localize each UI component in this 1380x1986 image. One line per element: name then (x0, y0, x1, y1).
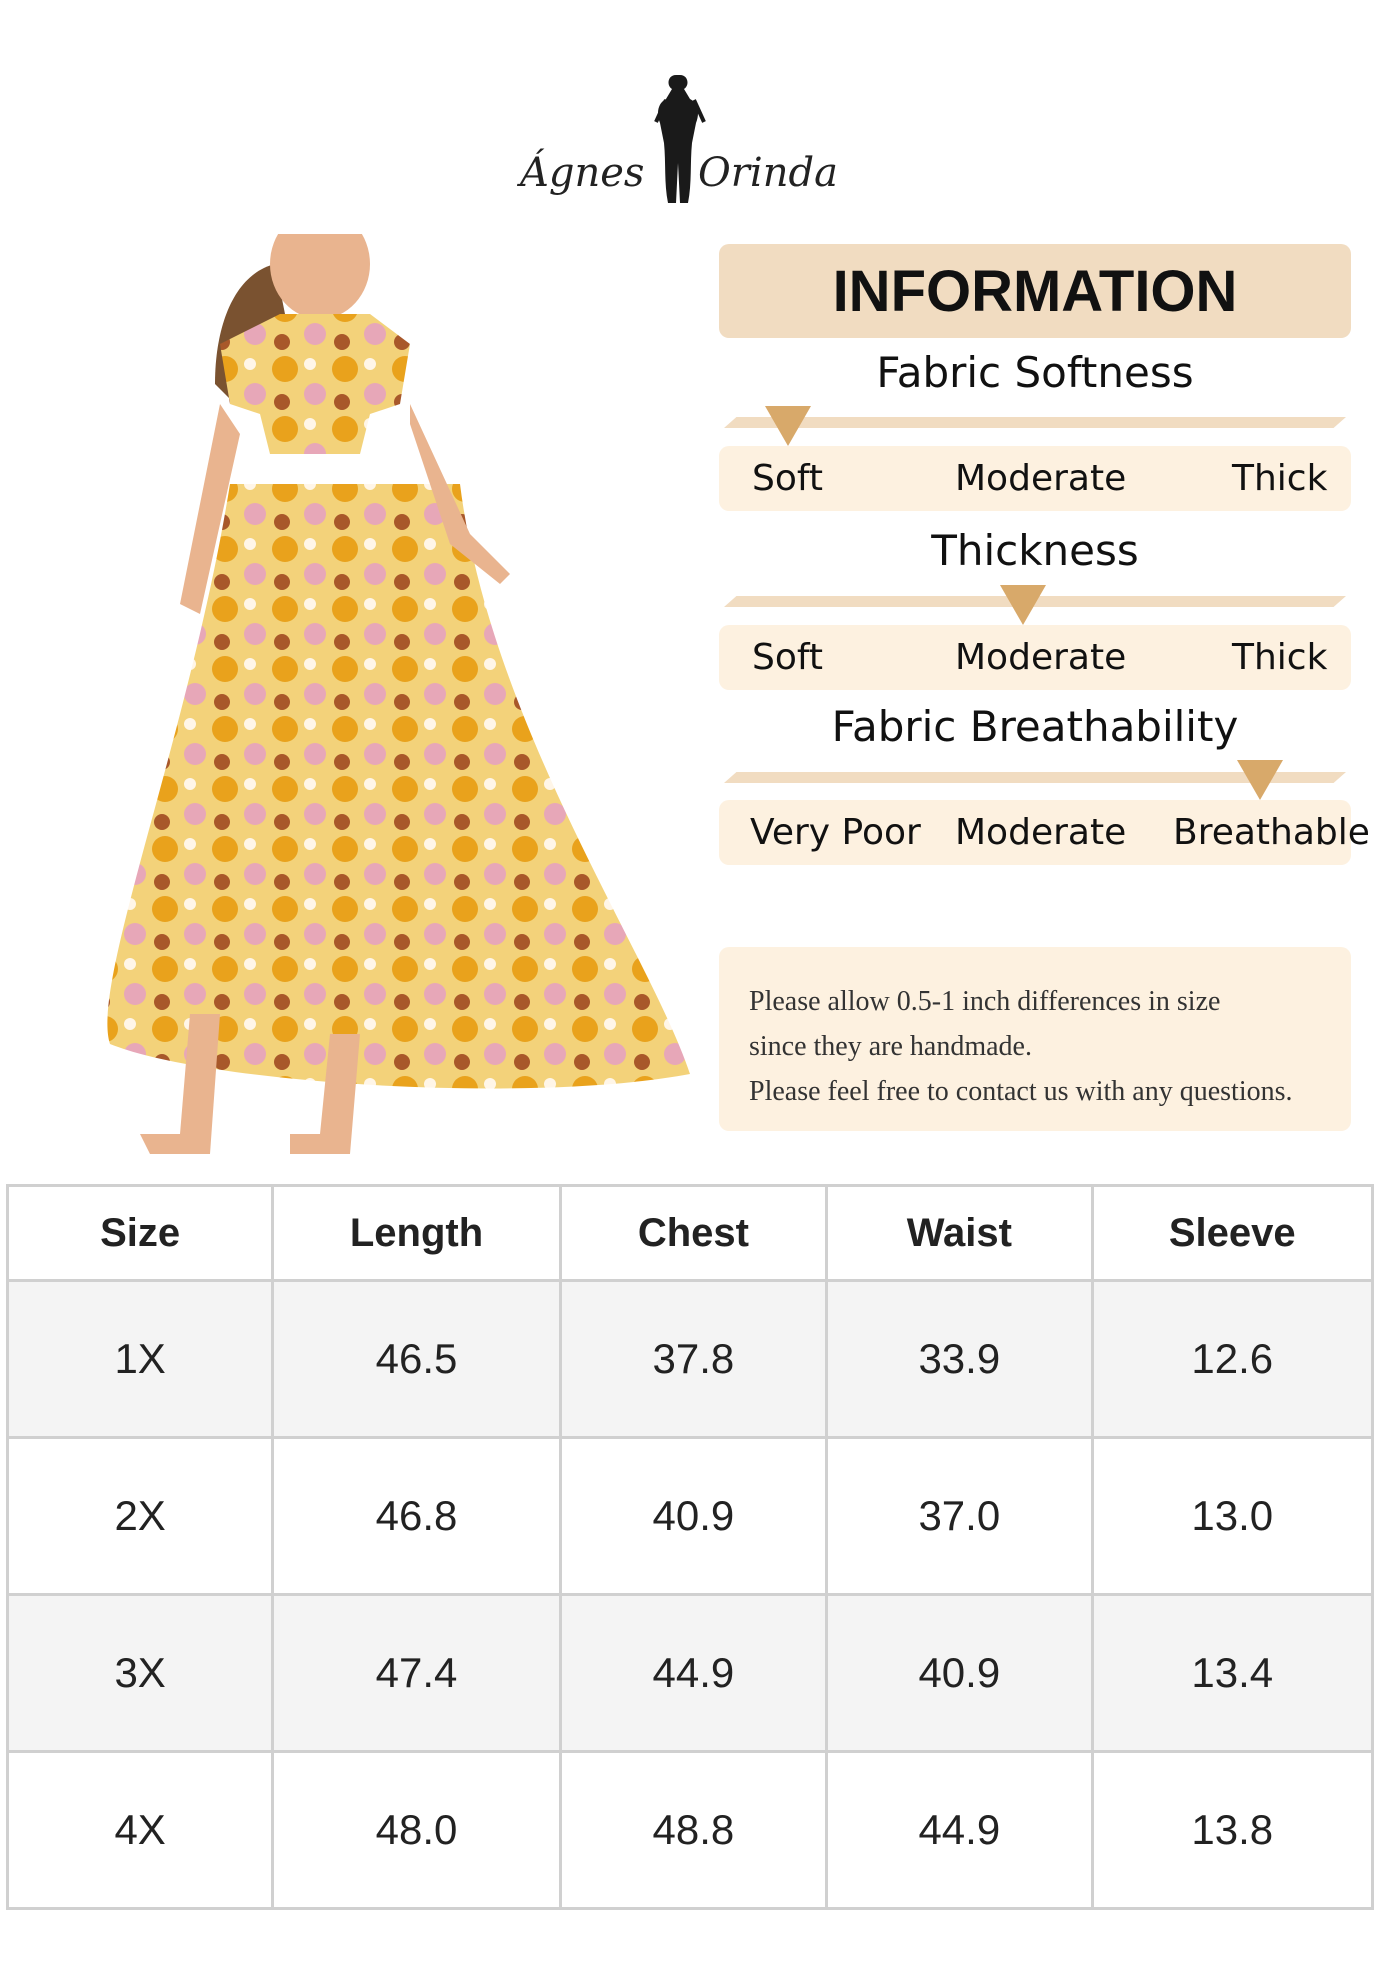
thickness-scale-labels: Soft Moderate Thick (719, 625, 1351, 690)
breathability-scale-labels: Very Poor Moderate Breathable (719, 800, 1370, 865)
table-row: 2X 46.8 40.9 37.0 13.0 (5, 1436, 1375, 1596)
scale-label: Soft (752, 637, 824, 678)
scale-label: Thick (1232, 637, 1328, 678)
table-cell: 40.9 (825, 1593, 1094, 1753)
scale-label: Moderate (955, 637, 1127, 678)
note-line: Please allow 0.5-1 inch differences in s… (749, 986, 1221, 1017)
table-cell: 37.8 (558, 1279, 829, 1439)
breathability-scale-bar (724, 772, 1346, 783)
table-cell: 2X (5, 1436, 275, 1596)
header-chest: Chest (558, 1184, 829, 1282)
note-line: since they are handmade. (749, 1031, 1032, 1062)
fabric-breathability-title: Fabric Breathability (831, 702, 1239, 751)
scale-label: Moderate (955, 458, 1127, 499)
brand-left: Ágnes (520, 150, 645, 196)
table-cell: 46.5 (271, 1279, 562, 1439)
table-cell: 13.0 (1090, 1436, 1375, 1596)
table-cell: 37.0 (825, 1436, 1094, 1596)
header-size: Size (5, 1184, 275, 1282)
table-cell: 44.9 (825, 1750, 1094, 1910)
fabric-softness-title: Fabric Softness (876, 348, 1194, 397)
thickness-title: Thickness (931, 526, 1139, 575)
product-photo (30, 209, 710, 1164)
brand-right: Orinda (698, 150, 838, 196)
table-cell: 48.0 (271, 1750, 562, 1910)
softness-scale-labels: Soft Moderate Thick (719, 446, 1351, 511)
note-line: Please feel free to contact us with any … (749, 1076, 1293, 1107)
table-cell: 40.9 (558, 1436, 829, 1596)
brand-logo: Ágnes Orinda (520, 70, 840, 215)
table-cell: 13.8 (1090, 1750, 1375, 1910)
scale-label: Very Poor (750, 812, 921, 853)
size-chart-table: Size Length Chest Waist Sleeve 1X 46.5 37.… (5, 1184, 1375, 1910)
table-cell: 3X (5, 1593, 275, 1753)
scale-label: Soft (752, 458, 824, 499)
table-cell: 44.9 (558, 1593, 829, 1753)
table-cell: 48.8 (558, 1750, 829, 1910)
softness-scale-bar (724, 417, 1346, 428)
table-cell: 12.6 (1090, 1279, 1375, 1439)
softness-marker-icon (765, 406, 811, 446)
table-cell: 4X (5, 1750, 275, 1910)
table-cell: 33.9 (825, 1279, 1094, 1439)
size-note: Please allow 0.5-1 inch differences in s… (719, 947, 1351, 1131)
scale-label: Moderate (955, 812, 1127, 853)
header-sleeve: Sleeve (1090, 1184, 1375, 1282)
thickness-marker-icon (1000, 585, 1046, 625)
silhouette-icon (654, 75, 706, 203)
table-cell: 1X (5, 1279, 275, 1439)
table-row: 3X 47.4 44.9 40.9 13.4 (5, 1593, 1375, 1753)
header-length: Length (271, 1184, 562, 1282)
scale-label: Thick (1232, 458, 1328, 499)
breathability-marker-icon (1237, 760, 1283, 800)
table-row: 1X 46.5 37.8 33.9 12.6 (5, 1279, 1375, 1439)
table-cell: 13.4 (1090, 1593, 1375, 1753)
scale-label: Breathable (1173, 812, 1370, 853)
table-row: 4X 48.0 48.8 44.9 13.8 (5, 1750, 1375, 1910)
table-header-row: Size Length Chest Waist Sleeve (5, 1184, 1375, 1282)
table-cell: 47.4 (271, 1593, 562, 1753)
table-cell: 46.8 (271, 1436, 562, 1596)
information-heading: INFORMATION (719, 244, 1351, 338)
header-waist: Waist (825, 1184, 1094, 1282)
